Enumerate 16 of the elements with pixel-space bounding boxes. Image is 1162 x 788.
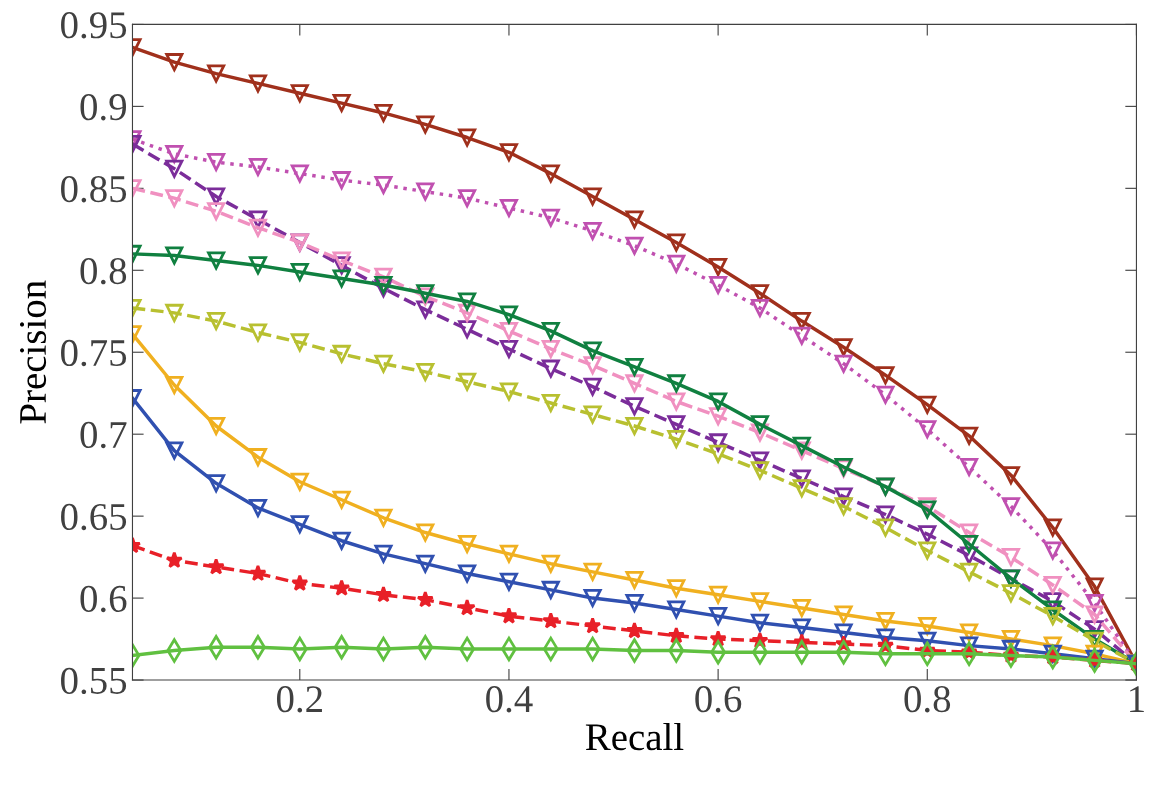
x-axis-title: Recall xyxy=(585,722,684,751)
y-tick-label: 0.75 xyxy=(61,339,127,367)
x-tick-label: 0.4 xyxy=(486,686,533,713)
y-tick-label: 0.6 xyxy=(80,585,127,613)
y-tick-label: 0.65 xyxy=(61,503,127,531)
y-tick-label: 0.7 xyxy=(80,421,127,449)
y-axis-title: Precision xyxy=(19,280,47,424)
y-tick-label: 0.85 xyxy=(61,175,127,203)
y-tick-label: 0.9 xyxy=(80,94,127,121)
x-tick-label: 0.2 xyxy=(276,686,322,713)
y-tick-label: 0.95 xyxy=(61,12,127,39)
x-tick-label: 0.6 xyxy=(695,686,742,713)
y-tick-label: 0.55 xyxy=(61,667,127,695)
y-tick-label: 0.8 xyxy=(80,257,127,285)
x-tick-label: 0.8 xyxy=(904,686,951,713)
x-tick-label: 1 xyxy=(1130,686,1144,712)
